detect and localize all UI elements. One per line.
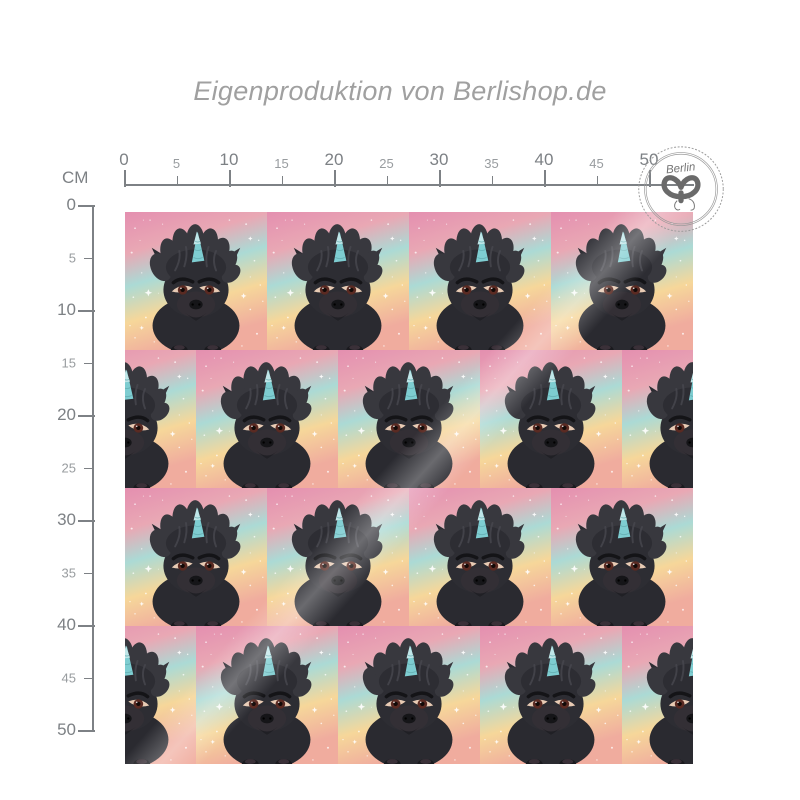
svg-text:Berlin: Berlin <box>665 161 696 176</box>
